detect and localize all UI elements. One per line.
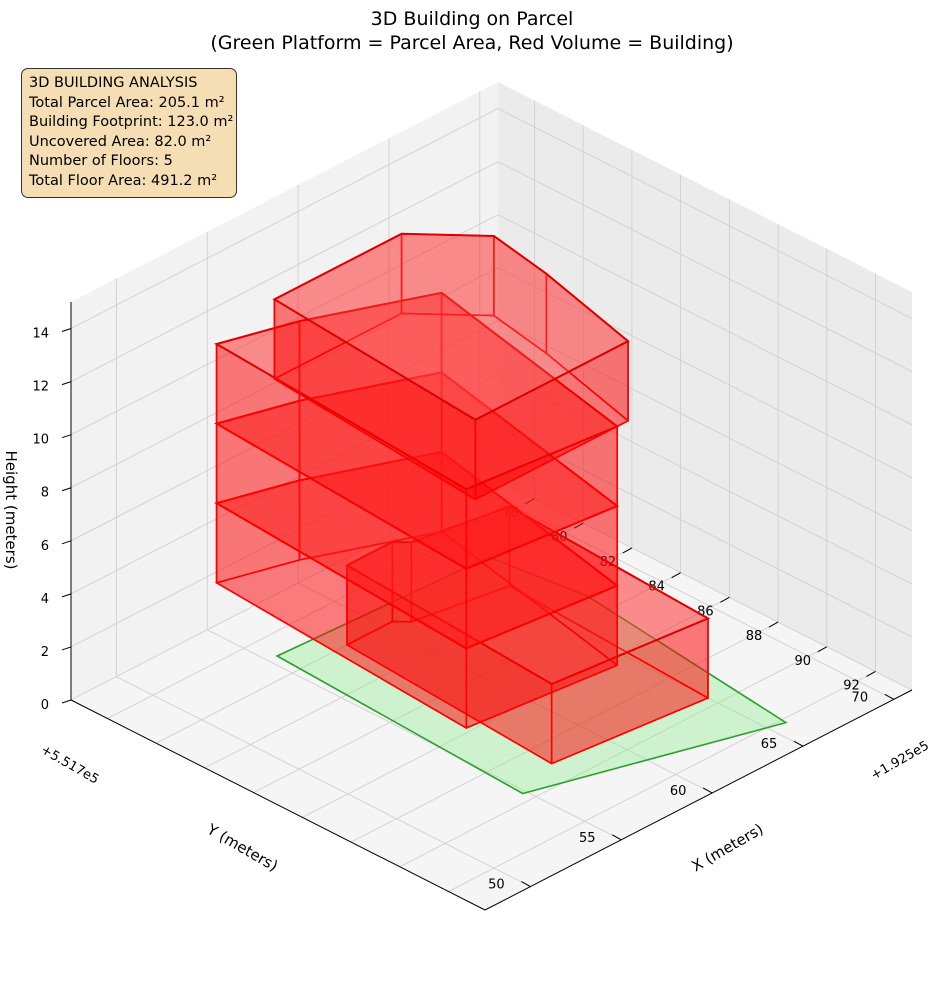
y-axis-label: Y (meters) xyxy=(203,820,281,875)
building-level xyxy=(214,371,620,650)
x-tick xyxy=(817,646,828,653)
z-tick-label: 14 xyxy=(32,327,49,342)
x-tick-label: 90 xyxy=(794,654,811,669)
z-tick xyxy=(61,593,72,598)
z-gridline xyxy=(70,267,913,489)
x-axis-label: X (meters) xyxy=(688,820,766,875)
z-gridline xyxy=(70,479,913,701)
building-level xyxy=(214,291,620,570)
z-gridline xyxy=(70,107,913,329)
z-gridline xyxy=(70,214,913,436)
y-tick-label: 55 xyxy=(579,831,596,846)
pane-floor xyxy=(71,480,912,910)
x-tick xyxy=(866,671,876,677)
z-gridline xyxy=(70,373,913,595)
y-tick-label: 65 xyxy=(761,737,778,752)
z-tick xyxy=(61,328,72,333)
z-tick xyxy=(61,487,72,492)
x-axis-line xyxy=(484,689,913,911)
stat-floors: Number of Floors: 5 xyxy=(29,153,173,169)
z-tick xyxy=(61,699,72,704)
stat-parcel-area: Total Parcel Area: 205.1 m² xyxy=(29,94,225,111)
pane-left xyxy=(71,82,498,700)
roof-slab xyxy=(272,232,630,421)
chart-title: 3D Building on Parcel xyxy=(370,8,574,30)
z-tick-label: 12 xyxy=(32,380,49,395)
y-offset-label: +5.517e5 xyxy=(38,742,101,787)
z-axis-label: Height (meters) xyxy=(2,451,20,570)
x-tick xyxy=(720,596,730,603)
building-level xyxy=(272,232,630,501)
z-tick-label: 0 xyxy=(41,698,49,713)
z-gridline xyxy=(70,426,913,648)
z-tick-label: 8 xyxy=(41,486,49,501)
x-tick xyxy=(573,522,584,529)
roof-slab xyxy=(214,291,620,491)
building-level xyxy=(214,450,620,729)
z-tick-label: 2 xyxy=(41,645,49,660)
y-tick xyxy=(702,787,713,794)
z-tick xyxy=(61,540,72,545)
z-tick xyxy=(61,646,72,651)
z-tick xyxy=(61,434,72,439)
z-tick-label: 6 xyxy=(41,539,49,554)
z-tick-label: 4 xyxy=(41,592,49,607)
pane-right xyxy=(498,82,912,690)
parcel-platform xyxy=(275,556,788,795)
y-tick xyxy=(793,740,804,747)
analysis-box: 3D BUILDING ANALYSIS Total Parcel Area: … xyxy=(21,68,237,198)
stat-uncovered-area: Uncovered Area: 82.0 m² xyxy=(29,133,212,150)
y-tick xyxy=(612,834,622,841)
stat-building-footprint: Building Footprint: 123.0 m² xyxy=(29,114,234,130)
y-tick xyxy=(884,693,895,700)
y-tick-label: 50 xyxy=(488,878,505,893)
x-tick xyxy=(671,572,681,579)
y-axis-line xyxy=(70,699,486,911)
z-tick-label: 10 xyxy=(32,433,49,448)
z-gridline xyxy=(70,320,913,542)
z-gridline xyxy=(70,161,913,383)
analysis-heading: 3D BUILDING ANALYSIS xyxy=(29,75,198,91)
x-tick-label: 92 xyxy=(843,678,860,693)
x-tick xyxy=(525,498,535,504)
y-tick-label: 60 xyxy=(670,784,687,799)
stat-total-floor-area: Total Floor Area: 491.2 m² xyxy=(29,172,218,189)
x-tick xyxy=(768,621,779,628)
y-tick-label: 70 xyxy=(852,690,869,705)
x-tick xyxy=(622,547,633,554)
chart-subtitle: (Green Platform = Parcel Area, Red Volum… xyxy=(210,32,734,54)
x-tick-label: 88 xyxy=(746,629,763,644)
y-tick xyxy=(521,881,531,888)
z-tick xyxy=(61,381,72,386)
x-offset-label: +1.925e5 xyxy=(869,738,932,783)
x-tick-label: 80 xyxy=(551,530,568,545)
